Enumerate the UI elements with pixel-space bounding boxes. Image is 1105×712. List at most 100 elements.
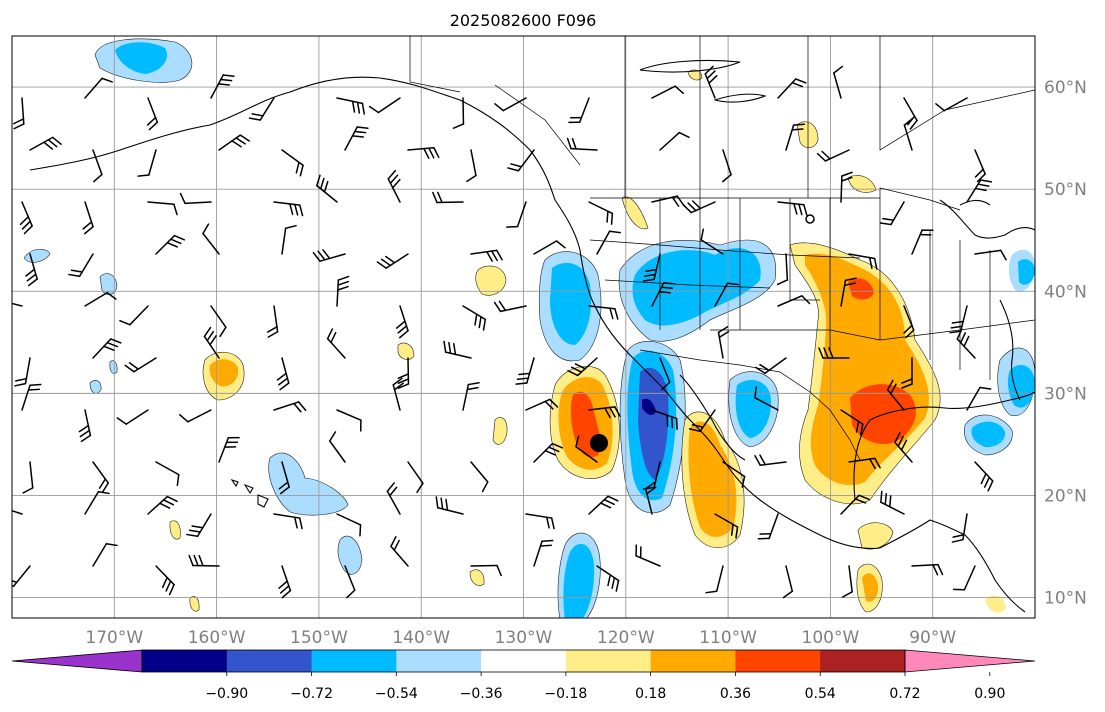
wind-barb [92, 149, 103, 183]
colorbar-segment [735, 650, 821, 672]
wind-barb [452, 97, 465, 129]
wind-barb [179, 192, 212, 205]
wind-barb [754, 454, 787, 466]
wind-barb [525, 398, 559, 411]
wind-barb [462, 305, 487, 331]
wind-barb [92, 338, 122, 359]
wind-barb [494, 97, 527, 112]
wind-barb [588, 406, 621, 419]
wind-barb [596, 230, 622, 255]
wind-barb [368, 97, 401, 114]
wind-barb [682, 200, 716, 214]
wind-barb [777, 295, 811, 307]
wind-barb [533, 539, 554, 567]
wind-barb [203, 326, 220, 359]
anomaly-yellow-small-1 [397, 342, 415, 360]
wind-barb [407, 146, 440, 159]
island-hawaii-1 [230, 478, 239, 488]
wind-barb [116, 409, 149, 425]
colorbar-tick-label: 0.36 [720, 686, 751, 702]
wind-barb [714, 513, 739, 539]
wind-barb [816, 149, 850, 162]
colorbar-segment [481, 650, 567, 672]
anomaly-blue-small-3 [89, 380, 102, 394]
latitude-label: 60°N [1044, 78, 1087, 98]
wind-barb [326, 328, 346, 359]
wind-barb [68, 253, 94, 278]
map-frame [11, 35, 1036, 619]
colorbar-segment [311, 650, 397, 672]
wind-barb [588, 305, 619, 320]
wind-barb [704, 65, 718, 99]
wind-barbs [12, 65, 1007, 599]
latitude-tick-labels: 60°N 50°N 40°N 30°N 20°N 10°N [1044, 78, 1087, 609]
longitude-label: 160°W [188, 628, 246, 648]
latitude-label: 10°N [1044, 589, 1087, 609]
wind-barb [210, 305, 227, 338]
wind-barb [336, 97, 366, 115]
wind-barb [903, 117, 914, 151]
wind-barb [651, 195, 685, 207]
wind-barb [840, 409, 864, 436]
anomaly-cyan-east-pacific [563, 543, 595, 618]
wind-barb [974, 461, 994, 492]
wind-barb [642, 253, 661, 282]
wind-barb [155, 565, 175, 596]
wind-barb [12, 565, 31, 587]
wind-barb [785, 123, 806, 151]
border-us-states [589, 198, 1035, 380]
anomaly-red-texas [850, 384, 916, 445]
wind-barb [949, 305, 968, 334]
wind-barb [515, 357, 535, 385]
wind-barb [281, 149, 304, 177]
wind-barb [777, 201, 808, 216]
wind-barb [276, 357, 290, 391]
wind-barb [273, 513, 303, 530]
anomaly-yellow-central-pacific [475, 265, 507, 296]
colorbar-tick-label: 0.18 [635, 686, 666, 702]
wind-barb [886, 379, 905, 411]
coastline-hudson [959, 199, 991, 206]
anomaly-yellow-small-8 [847, 175, 877, 193]
latitude-label: 20°N [1044, 486, 1087, 506]
wind-barb [635, 544, 661, 567]
wind-barb [659, 357, 671, 391]
colorbar-tick-label: −0.36 [460, 686, 503, 702]
wind-barb [466, 149, 477, 183]
wind-barb [966, 179, 993, 203]
storm-center-marker [590, 434, 608, 452]
wind-barb [700, 228, 724, 255]
longitude-label: 100°W [802, 628, 860, 648]
wind-barb [29, 136, 62, 151]
island-arctic-2 [713, 93, 767, 103]
wind-barb [575, 435, 598, 463]
wind-barb [84, 77, 113, 99]
wind-barb [273, 401, 307, 413]
wind-barb [186, 513, 212, 538]
coastline-east-us [999, 299, 1021, 401]
wind-barb [911, 563, 944, 576]
colorbar-segment [142, 650, 228, 672]
wind-barb [567, 357, 598, 377]
anomaly-yellow-small-10 [985, 595, 1006, 613]
anomaly-yellow-small-12 [189, 596, 200, 612]
coastline-baja-peninsula [679, 374, 746, 461]
wind-barb [432, 191, 464, 204]
anomaly-orange-mexico-west [688, 421, 737, 537]
wind-barb [12, 505, 23, 515]
figure-title: 2025082600 F096 [450, 11, 597, 30]
wind-barb [435, 496, 464, 515]
wind-barb [879, 201, 905, 226]
wind-barb [894, 432, 913, 463]
colorbar-tick-label: −0.18 [544, 686, 587, 702]
anomaly-blue-hawaii [268, 452, 349, 516]
wind-barb [344, 126, 369, 151]
wind-barb [533, 240, 566, 255]
wind-barb [782, 565, 794, 599]
wind-barb [119, 305, 149, 326]
wind-barb [754, 386, 779, 411]
coastlines [29, 59, 1035, 613]
wind-barb [974, 149, 986, 183]
longitude-label: 130°W [495, 628, 553, 648]
